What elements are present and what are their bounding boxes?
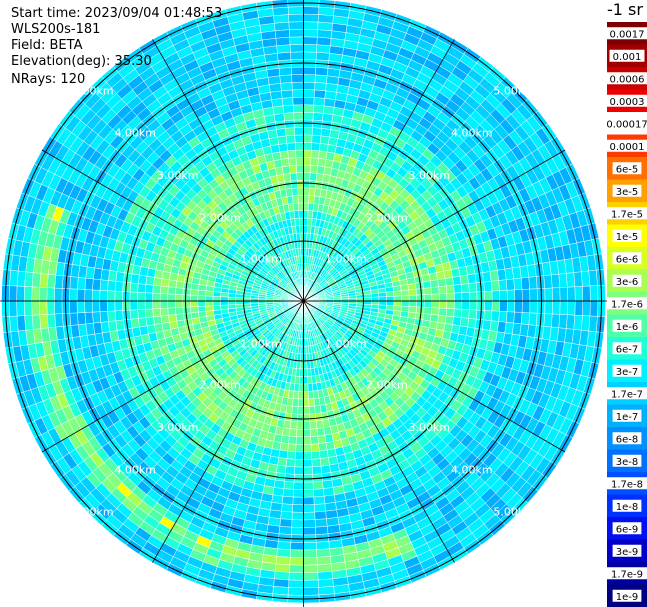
colorbar-label-bg: [607, 72, 647, 85]
start-time-label: Start time: 2023/09/04 01:48:53: [11, 6, 223, 21]
colorbar-label: 6e-6: [616, 254, 639, 265]
colorbar-label-bg: [607, 477, 647, 490]
colorbar-label-bg: [612, 432, 642, 445]
colorbar-label: 1e-6: [616, 322, 639, 333]
azimuth-spoke: [152, 300, 304, 563]
colorbar-label-bg: [607, 387, 647, 400]
range-label: 1.00km: [325, 337, 367, 350]
azimuth-spoke: [303, 300, 455, 563]
colorbar-label: 0.0006: [610, 74, 645, 85]
nrays-label: NRays: 120: [11, 72, 86, 87]
range-label: 4.00km: [451, 127, 493, 140]
colorbar-label-bg: [612, 274, 642, 287]
field-label: Field: BETA: [11, 38, 83, 53]
colorbar-label: 1.7e-8: [611, 479, 643, 490]
azimuth-spoke: [41, 300, 304, 453]
range-label: 5.00km: [72, 506, 114, 519]
colorbar-label-bg: [612, 499, 642, 512]
range-label: 2.00km: [199, 212, 241, 225]
colorbar-label: 0.0017: [610, 29, 645, 40]
device-label: WLS200s-181: [11, 22, 101, 37]
colorbar-label: 1e-9: [616, 592, 639, 603]
range-label: 1.00km: [325, 253, 367, 266]
range-label: 3.00km: [409, 169, 451, 182]
range-label: 3.00km: [157, 169, 199, 182]
colorbar-label: 3e-6: [616, 277, 639, 288]
colorbar-label: 3e-7: [616, 367, 639, 378]
ppi-scan-plot: 1.00km 1.00km 1.00km 1.00km 2.00km 2.00km 2.00…: [0, 0, 607, 607]
colorbar-label-bg: [612, 229, 642, 242]
range-label: 2.00km: [199, 378, 241, 391]
colorbar: 0.0017 0.001 0.0006 0.0003 0.00017 0.0001 6e-5…: [607, 22, 647, 607]
colorbar-label: 1e-8: [616, 502, 639, 513]
range-label: 2.00km: [366, 378, 408, 391]
colorbar-label: 1e-7: [616, 412, 639, 423]
colorbar-label: 1.7e-6: [611, 299, 643, 310]
azimuth-spoke: [303, 149, 566, 302]
colorbar-label-bg: [607, 207, 647, 220]
azimuth-spoke: [152, 39, 304, 302]
range-label: 1.00km: [240, 337, 282, 350]
colorbar-label-bg: [607, 94, 647, 107]
colorbar-label: 6e-9: [616, 524, 639, 535]
colorbar-label-bg: [607, 117, 647, 130]
colorbar-label-bg: [607, 567, 647, 580]
colorbar-label-bg: [612, 522, 642, 535]
range-label: 5.00km: [493, 506, 535, 519]
colorbar-label: 1.7e-9: [611, 569, 643, 580]
colorbar-label: 6e-7: [616, 344, 639, 355]
colorbar-label-bg: [612, 409, 642, 422]
colorbar-label-bg: [612, 252, 642, 265]
range-label: 5.00km: [493, 84, 535, 97]
colorbar-label-bg: [612, 184, 642, 197]
colorbar-label: 3e-8: [616, 457, 639, 468]
azimuth-spoke: [303, 300, 566, 453]
range-label: 4.00km: [114, 463, 156, 476]
colorbar-label-bg: [607, 139, 647, 152]
colorbar-label-bg: [612, 342, 642, 355]
colorbar-label: 6e-5: [616, 164, 639, 175]
range-label: 2.00km: [366, 212, 408, 225]
elevation-label: Elevation(deg): 35.30: [11, 54, 152, 69]
colorbar-label: 6e-8: [616, 434, 639, 445]
range-label: 4.00km: [114, 127, 156, 140]
colorbar-label: 3e-9: [616, 547, 639, 558]
colorbar-label-bg: [612, 544, 642, 557]
azimuth-spoke: [41, 149, 304, 302]
colorbar-label: 0.0003: [610, 97, 645, 108]
colorbar-label: 0.00017: [607, 119, 647, 130]
azimuth-spoke: [303, 39, 455, 302]
range-label: 3.00km: [157, 421, 199, 434]
colorbar-label-bg: [607, 27, 647, 40]
colorbar-label-bg: [612, 589, 642, 602]
colorbar-label: 1e-5: [616, 232, 639, 243]
colorbar-label-bg: [612, 364, 642, 377]
colorbar-label: 0.001: [613, 52, 642, 63]
colorbar-label: 1.7e-7: [611, 389, 643, 400]
colorbar-label-bg: [607, 297, 647, 310]
colorbar-label-bg: [612, 454, 642, 467]
colorbar-label-bg: [612, 162, 642, 175]
range-label: 3.00km: [409, 421, 451, 434]
range-label: 1.00km: [240, 253, 282, 266]
colorbar-title: -1 sr: [607, 0, 643, 19]
colorbar-label-bg: [609, 49, 645, 62]
colorbar-label: 1.7e-5: [611, 209, 643, 220]
colorbar-label: 0.0001: [610, 142, 645, 153]
range-label: 4.00km: [451, 463, 493, 476]
colorbar-label-bg: [612, 319, 642, 332]
range-label: 5.00km: [72, 84, 114, 97]
colorbar-label: 3e-5: [616, 187, 639, 198]
